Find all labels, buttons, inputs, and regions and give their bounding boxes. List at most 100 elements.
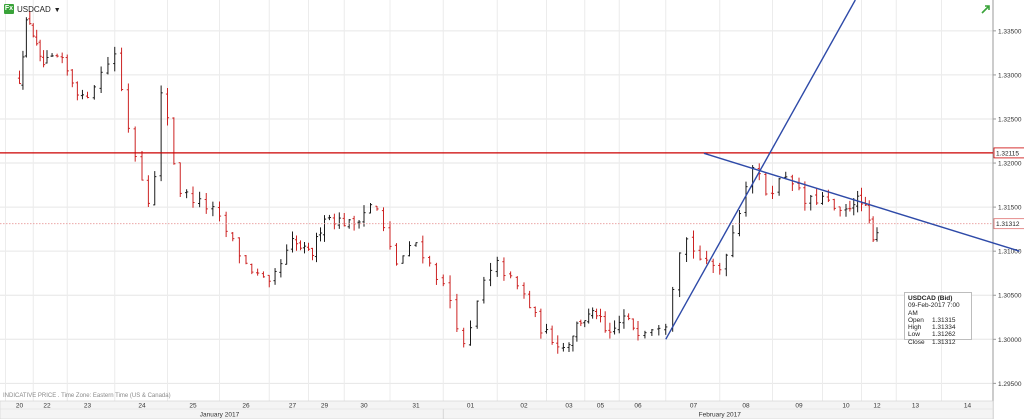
ohlc-bar (45, 50, 49, 64)
timezone-note: INDICATIVE PRICE . Time Zone: Eastern Ti… (3, 393, 171, 399)
x-day-label: 25 (189, 403, 197, 410)
last-price-label: 1.31312 (993, 218, 1024, 230)
y-tick-label: 1.30500 (998, 293, 1022, 300)
info-open-row: Open 1.31315 (908, 317, 968, 324)
ohlc-bar (815, 187, 819, 205)
ohlc-bar (38, 39, 42, 62)
ohlc-bar (362, 205, 366, 227)
x-day-label: 12 (873, 403, 881, 410)
ohlc-bar (838, 206, 842, 217)
ohlc-bar (306, 242, 311, 251)
ohlc-bar (428, 255, 432, 267)
ohlc-bar (50, 53, 54, 57)
info-close-row: Close 1.31312 (908, 339, 968, 346)
ohlc-bar (17, 70, 22, 85)
ohlc-bar (617, 315, 621, 334)
ohlc-bar (764, 172, 768, 196)
ohlc-bar (848, 200, 852, 212)
x-day-label: 31 (412, 403, 420, 410)
ohlc-bar (185, 189, 189, 199)
ohlc-bar (482, 276, 486, 304)
symbol-label: USDCAD (17, 5, 51, 14)
ohlc-bar (140, 150, 144, 181)
ohlc-bar (643, 330, 647, 339)
ohlc-bar (290, 231, 295, 253)
info-open-label: Open (908, 316, 924, 324)
x-day-label: 07 (690, 403, 698, 410)
x-day-label: 10 (842, 403, 850, 410)
ohlc-bar (250, 263, 254, 275)
ohlc-bar (705, 250, 709, 265)
ohlc-bar (198, 191, 202, 208)
ohlc-bar (737, 210, 742, 237)
x-month-label: January 2017 (200, 412, 240, 419)
ohlc-bar (165, 88, 170, 126)
ohlc-bar (80, 89, 85, 100)
ohlc-bar (60, 52, 64, 64)
ohlc-bar (731, 225, 735, 258)
ohlc-bar (267, 274, 271, 288)
ohlc-bar (191, 186, 195, 208)
expand-arrow-icon[interactable] (980, 3, 992, 15)
ohlc-bar (790, 174, 794, 191)
x-ticks: 20 22 23 24 25 26 27 29 30 31 01 02 03 05 06 07 08 09 10 12… (16, 403, 971, 419)
trendlines (665, 0, 1020, 340)
x-day-label: 30 (360, 403, 368, 410)
ohlc-bar (357, 220, 361, 229)
ohlc-info-box: USDCAD (Bid) 09-Feb-2017 7:00 AM Open 1.3… (904, 292, 972, 346)
ohlc-bar (455, 293, 459, 333)
ohlc-bar (462, 327, 466, 348)
ohlc-bar (522, 282, 526, 299)
plot-area (0, 0, 993, 401)
ohlc-bar (70, 69, 74, 88)
ohlc-bar (421, 235, 425, 264)
ohlc-bar (294, 235, 299, 251)
ohlc-bar (310, 247, 315, 261)
ohlc-bar (401, 255, 405, 264)
ohlc-bar (126, 83, 130, 133)
level-label: 1.32115 (993, 147, 1024, 159)
ohlc-bar (852, 198, 856, 216)
ohlc-bar (119, 47, 124, 92)
x-month-label: February 2017 (699, 412, 742, 419)
ohlc-bar (31, 23, 35, 38)
info-close-label: Close (908, 338, 925, 346)
ohlc-bar (698, 245, 702, 261)
ohlc-bar (724, 253, 728, 277)
ohlc-bar (844, 203, 848, 217)
info-close-value: 1.31312 (932, 338, 956, 346)
x-day-label: 02 (520, 403, 528, 410)
ohlc-bar (388, 221, 392, 250)
ohlc-bar (133, 126, 137, 162)
ohlc-bar (875, 227, 879, 242)
ohlc-bar (172, 117, 176, 165)
y-tick-label: 1.31500 (998, 205, 1022, 212)
y-tick-label: 1.32500 (998, 116, 1022, 123)
ohlc-bar (608, 322, 612, 339)
x-day-label: 24 (138, 403, 146, 410)
ohlc-bar (502, 257, 506, 281)
ohlc-bar (598, 308, 603, 323)
ohlc-bar (298, 240, 303, 251)
ohlc-bar (533, 306, 537, 318)
ohlc-bar (603, 311, 607, 333)
ohlc-bar (394, 243, 399, 266)
ohlc-bar (279, 259, 283, 278)
ohlc-bar (777, 178, 781, 196)
ohlc-bar (550, 325, 554, 345)
ohlc-bar (636, 320, 640, 341)
info-high-row: High 1.31334 (908, 324, 968, 331)
y-ticks: 1.33500 1.33000 1.32500 1.32000 1.31500 1.310… (993, 28, 1022, 388)
ohlc-bar (664, 323, 668, 335)
last-price-text: 1.31312 (996, 221, 1020, 228)
symbol-selector[interactable]: USDCAD ▼ (17, 4, 61, 16)
ohlc-bar (342, 212, 346, 227)
ohlc-bar (41, 50, 46, 68)
ohlc-bar (627, 313, 631, 321)
ohlc-bar (784, 171, 788, 180)
x-day-label: 09 (795, 403, 803, 410)
ohlc-bar (871, 216, 875, 242)
ohlc-bar (65, 54, 69, 76)
ohlc-bar (85, 91, 90, 99)
